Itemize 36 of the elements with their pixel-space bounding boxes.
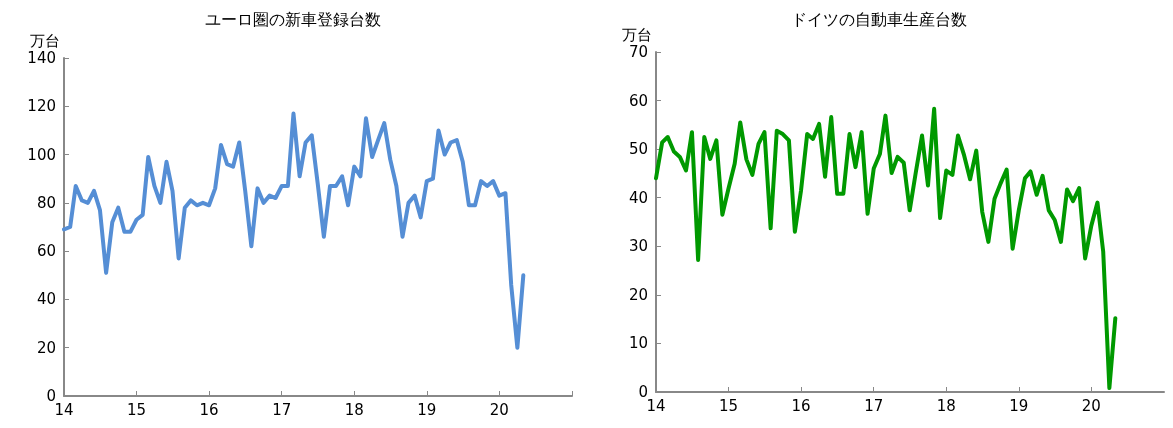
x-tick-label: 18 (936, 396, 956, 415)
y-tick-label: 140 (27, 49, 56, 67)
y-tick-label: 40 (628, 188, 648, 207)
x-tick-label: 19 (417, 400, 437, 419)
y-tick-label: 100 (27, 145, 56, 164)
x-tick-label: 15 (718, 396, 739, 415)
x-tick-label: 14 (646, 396, 666, 415)
y-tick-label: 30 (628, 237, 648, 256)
y-tick-label: 20 (36, 338, 56, 357)
y-tick-label: 60 (36, 242, 56, 261)
y-tick-label: 80 (36, 193, 56, 212)
x-tick-label: 15 (126, 400, 147, 419)
chart-title: ドイツの自動車生産台数 (791, 9, 967, 29)
x-tick-label: 19 (1009, 396, 1029, 415)
chart-title: ユーロ圏の新車登録台数 (205, 9, 381, 29)
line-series (62, 111, 526, 350)
x-tick-label: 20 (1081, 396, 1101, 415)
x-tick-label: 16 (791, 396, 811, 415)
y-axis-title: 万台 (30, 31, 60, 50)
y-axis-title: 万台 (622, 25, 652, 44)
x-tick-label: 17 (864, 396, 884, 415)
y-tick-label: 70 (628, 43, 648, 61)
y-tick-label: 20 (628, 285, 648, 304)
y-tick-label: 60 (628, 91, 648, 110)
x-tick-label: 17 (272, 400, 292, 419)
x-tick-label: 16 (199, 400, 219, 419)
y-tick-label: 0 (46, 387, 56, 405)
x-tick-label: 18 (344, 400, 364, 419)
y-tick-label: 10 (628, 334, 648, 353)
x-tick-label: 14 (54, 400, 74, 419)
y-tick-label: 50 (628, 140, 648, 159)
y-tick-label: 40 (36, 290, 56, 309)
y-tick-label: 120 (27, 97, 56, 116)
y-tick-label: 0 (638, 383, 648, 401)
x-tick-label: 20 (489, 400, 509, 419)
line-series (654, 106, 1118, 391)
